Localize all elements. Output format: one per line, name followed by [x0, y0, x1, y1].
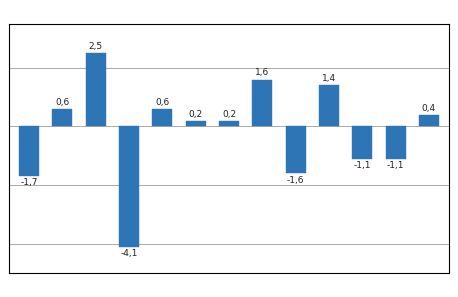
Bar: [219, 121, 239, 127]
Text: 0,4: 0,4: [422, 104, 436, 113]
Text: -1,1: -1,1: [354, 161, 371, 170]
Bar: [19, 127, 39, 176]
Text: 0,2: 0,2: [222, 110, 236, 119]
Bar: [286, 127, 305, 173]
Text: 0,6: 0,6: [155, 98, 169, 107]
Text: -4,1: -4,1: [120, 249, 138, 258]
Text: -1,7: -1,7: [21, 178, 38, 187]
Text: -1,6: -1,6: [287, 176, 305, 184]
Text: 1,6: 1,6: [255, 69, 269, 78]
Bar: [153, 109, 172, 127]
Text: -1,1: -1,1: [387, 161, 404, 170]
Bar: [386, 127, 405, 159]
Text: 2,5: 2,5: [89, 42, 103, 51]
Bar: [53, 109, 72, 127]
Bar: [119, 127, 139, 247]
Bar: [252, 80, 273, 127]
Bar: [86, 53, 106, 127]
Bar: [352, 127, 372, 159]
Bar: [319, 86, 339, 127]
Text: 1,4: 1,4: [322, 74, 336, 83]
Bar: [419, 115, 439, 127]
Bar: [185, 121, 206, 127]
Text: 0,2: 0,2: [189, 110, 203, 119]
Text: 0,6: 0,6: [55, 98, 70, 107]
